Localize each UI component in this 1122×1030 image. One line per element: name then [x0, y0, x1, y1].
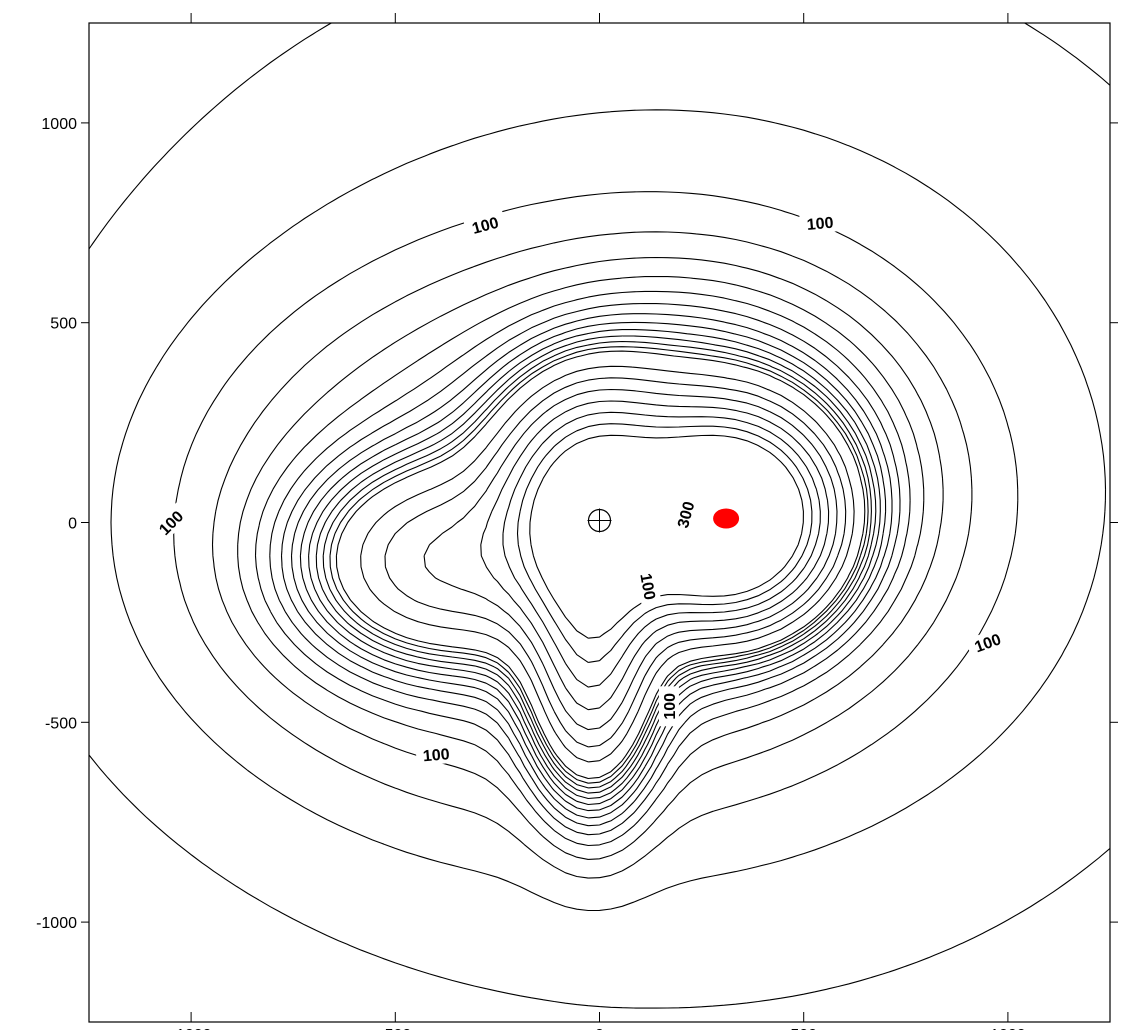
y-tick-label: 1000 [41, 116, 77, 133]
y-tick-label: 0 [68, 516, 77, 533]
red-point-marker [713, 509, 739, 529]
contour-label: 100 [662, 693, 679, 720]
y-tick-label: -500 [45, 715, 77, 732]
contour-label: 100 [422, 746, 450, 765]
y-tick-label: 500 [50, 316, 77, 333]
y-tick-label: -1000 [36, 915, 77, 932]
contour-label: 100 [806, 215, 834, 234]
